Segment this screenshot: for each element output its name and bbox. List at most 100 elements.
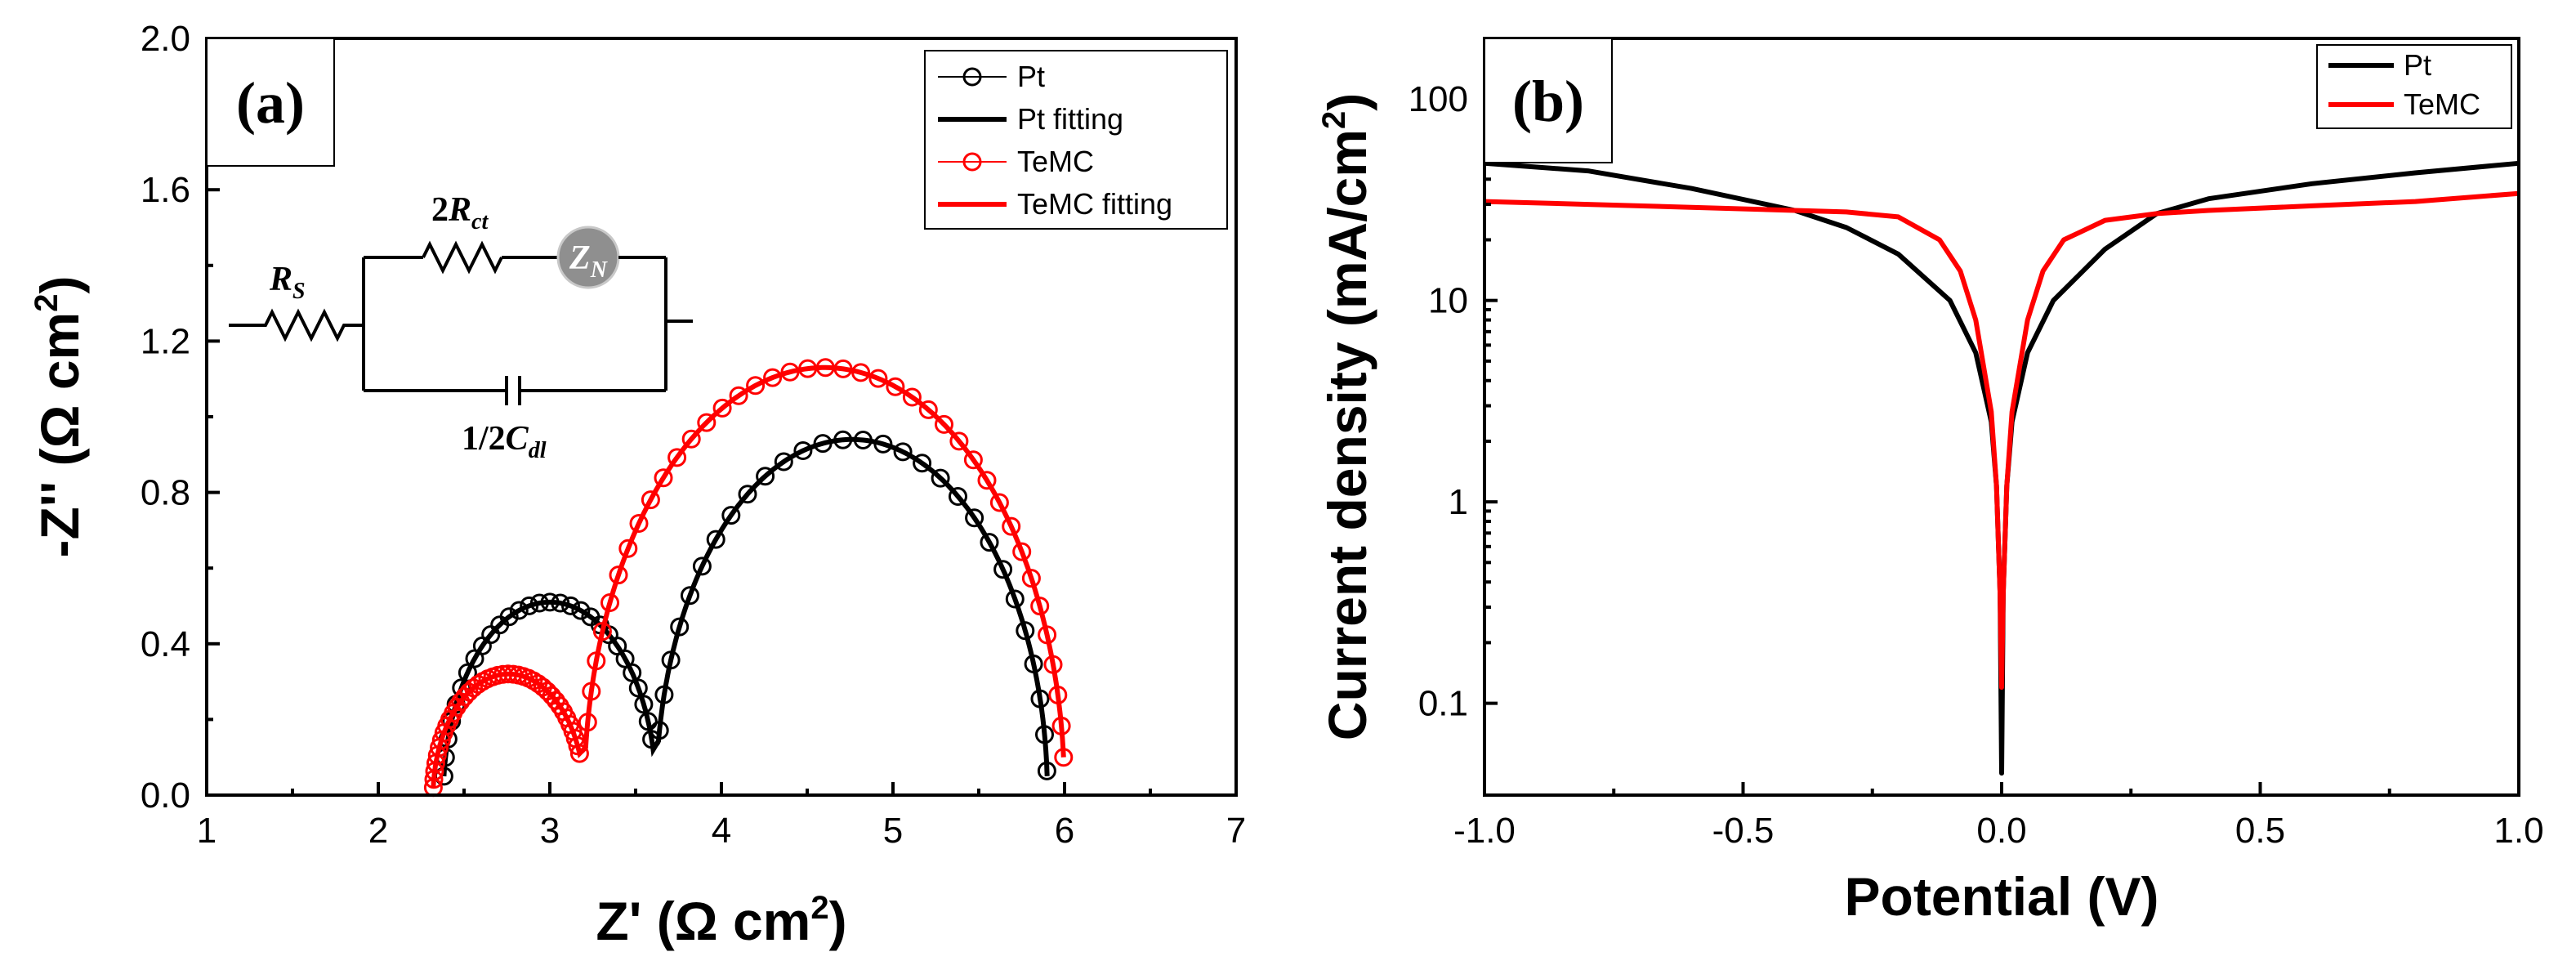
- data-point-temc: [851, 363, 871, 382]
- data-point-pt: [949, 487, 967, 506]
- legend-temc-label: TeMC: [2404, 87, 2480, 121]
- data-point-temc: [654, 468, 673, 488]
- data-point-temc: [868, 369, 888, 388]
- y-tick-label: 1: [1449, 482, 1468, 522]
- data-point-pt: [873, 434, 893, 454]
- data-point-temc: [681, 429, 701, 449]
- legend-frame: [2316, 44, 2512, 129]
- data-point-pt: [853, 431, 873, 449]
- data-point-pt: [628, 678, 648, 698]
- data-point-pt: [634, 695, 654, 714]
- series-line-pt: [1484, 160, 2520, 776]
- data-point-temc: [763, 368, 783, 387]
- data-point-pt: [913, 454, 932, 473]
- panel-a-ticks: 1 2 3 4 5 6 7 0.0 0.4 0.8 1.2 1.6 2.0: [141, 19, 1246, 851]
- data-point-temc: [629, 514, 649, 533]
- data-point-temc: [1054, 748, 1074, 767]
- x-tick-label: 1: [197, 811, 217, 851]
- data-point-temc: [592, 622, 612, 641]
- data-point-pt: [721, 506, 741, 525]
- panel-a-legend: Pt Pt fitting TeMC TeMC fitting: [924, 50, 1228, 230]
- data-point-pt: [670, 617, 690, 637]
- data-point-temc: [815, 358, 835, 378]
- data-point-temc: [746, 376, 766, 396]
- data-point-pt: [520, 596, 539, 615]
- legend-temc-marker: [962, 152, 982, 172]
- y-tick-label: 2.0: [141, 19, 190, 59]
- x-tick-label: 2: [368, 811, 388, 851]
- x-tick-label: 7: [1226, 811, 1246, 851]
- y-tick-label: 0.4: [141, 624, 190, 664]
- legend-frame: [924, 50, 1228, 230]
- x-tick-label: 1.0: [2493, 811, 2543, 851]
- data-point-pt: [774, 452, 793, 472]
- rs-resistor: [229, 308, 364, 342]
- data-point-pt: [980, 533, 999, 552]
- panel-b-xlabel: Potential (V): [1844, 866, 2159, 927]
- data-point-pt: [813, 434, 833, 454]
- equivalent-circuit: ZN RS 2Rct 1/2Cdl: [229, 191, 693, 463]
- data-point-pt: [529, 593, 549, 613]
- data-point-pt: [540, 592, 560, 612]
- panel-a-label-box: [206, 38, 335, 167]
- y-tick-label: 10: [1428, 281, 1468, 321]
- panel-a: 1 2 3 4 5 6 7 0.0 0.4 0.8 1.2 1.6 2.0 (a) Pt Pt fitt…: [29, 19, 1246, 951]
- data-point-temc: [729, 386, 748, 405]
- data-point-temc: [1051, 716, 1071, 735]
- data-point-temc: [1048, 686, 1068, 704]
- data-point-pt: [561, 596, 580, 615]
- panel-b: -1.0 -0.5 0.0 0.5 1.0 0.1 1 10 100 (b) Pt TeMC P…: [1316, 37, 2544, 927]
- data-point-temc: [935, 414, 953, 434]
- panel-b-ticks: -1.0 -0.5 0.0 0.5 1.0 0.1 1 10 100: [1409, 37, 2544, 851]
- legend-pt-fit-label: Pt fitting: [1017, 102, 1123, 136]
- x-tick-label: 5: [883, 811, 903, 851]
- data-point-pt: [650, 721, 669, 740]
- data-point-pt: [571, 601, 591, 620]
- data-point-pt: [623, 663, 642, 682]
- legend-temc-fit-label: TeMC fitting: [1017, 187, 1172, 221]
- y-tick-label: 1.2: [141, 321, 190, 361]
- data-point-pt: [1024, 655, 1043, 673]
- x-tick-label: 4: [712, 811, 731, 851]
- data-point-pt: [931, 468, 950, 488]
- data-point-temc: [780, 362, 800, 382]
- data-point-pt: [1030, 689, 1050, 708]
- cdl-label: 1/2Cdl: [462, 420, 547, 463]
- data-point-pt: [661, 650, 681, 670]
- data-point-pt: [756, 467, 775, 486]
- data-point-pt: [993, 560, 1013, 579]
- data-point-temc: [902, 387, 922, 407]
- legend-temc-label: TeMC: [1017, 145, 1094, 178]
- data-point-pt: [1037, 761, 1056, 780]
- panel-b-ylabel: Current density (mA/cm2): [1316, 93, 1377, 740]
- data-point-pt: [965, 508, 984, 528]
- panel-a-xlabel: Z' (Ω cm2): [596, 890, 846, 951]
- x-tick-label: 0.0: [1976, 811, 2026, 851]
- y-tick-label: 100: [1409, 79, 1468, 119]
- panel-b-data: [1484, 160, 2520, 776]
- data-point-pt: [1016, 621, 1035, 641]
- data-point-temc: [1002, 516, 1021, 536]
- panel-a-label: (a): [236, 70, 305, 136]
- data-point-temc: [618, 539, 638, 558]
- data-point-pt: [499, 607, 519, 627]
- data-point-temc: [464, 678, 483, 698]
- series-line-temc: [1484, 190, 2520, 691]
- data-point-temc: [1043, 655, 1063, 674]
- y-tick-label: 0.0: [141, 776, 190, 816]
- x-tick-label: -1.0: [1453, 811, 1516, 851]
- data-point-temc: [569, 744, 589, 763]
- data-point-temc: [1012, 542, 1032, 561]
- fit-line-pt: [441, 436, 1050, 777]
- legend-pt-marker: [962, 67, 982, 87]
- data-point-pt: [551, 593, 570, 613]
- data-point-pt: [738, 485, 757, 504]
- data-point-temc: [949, 431, 969, 451]
- data-point-temc: [1021, 569, 1041, 588]
- data-point-pt: [793, 441, 813, 460]
- data-point-temc: [568, 736, 587, 756]
- data-point-temc: [641, 490, 660, 510]
- rs-label: RS: [269, 261, 306, 304]
- data-point-temc: [582, 682, 601, 701]
